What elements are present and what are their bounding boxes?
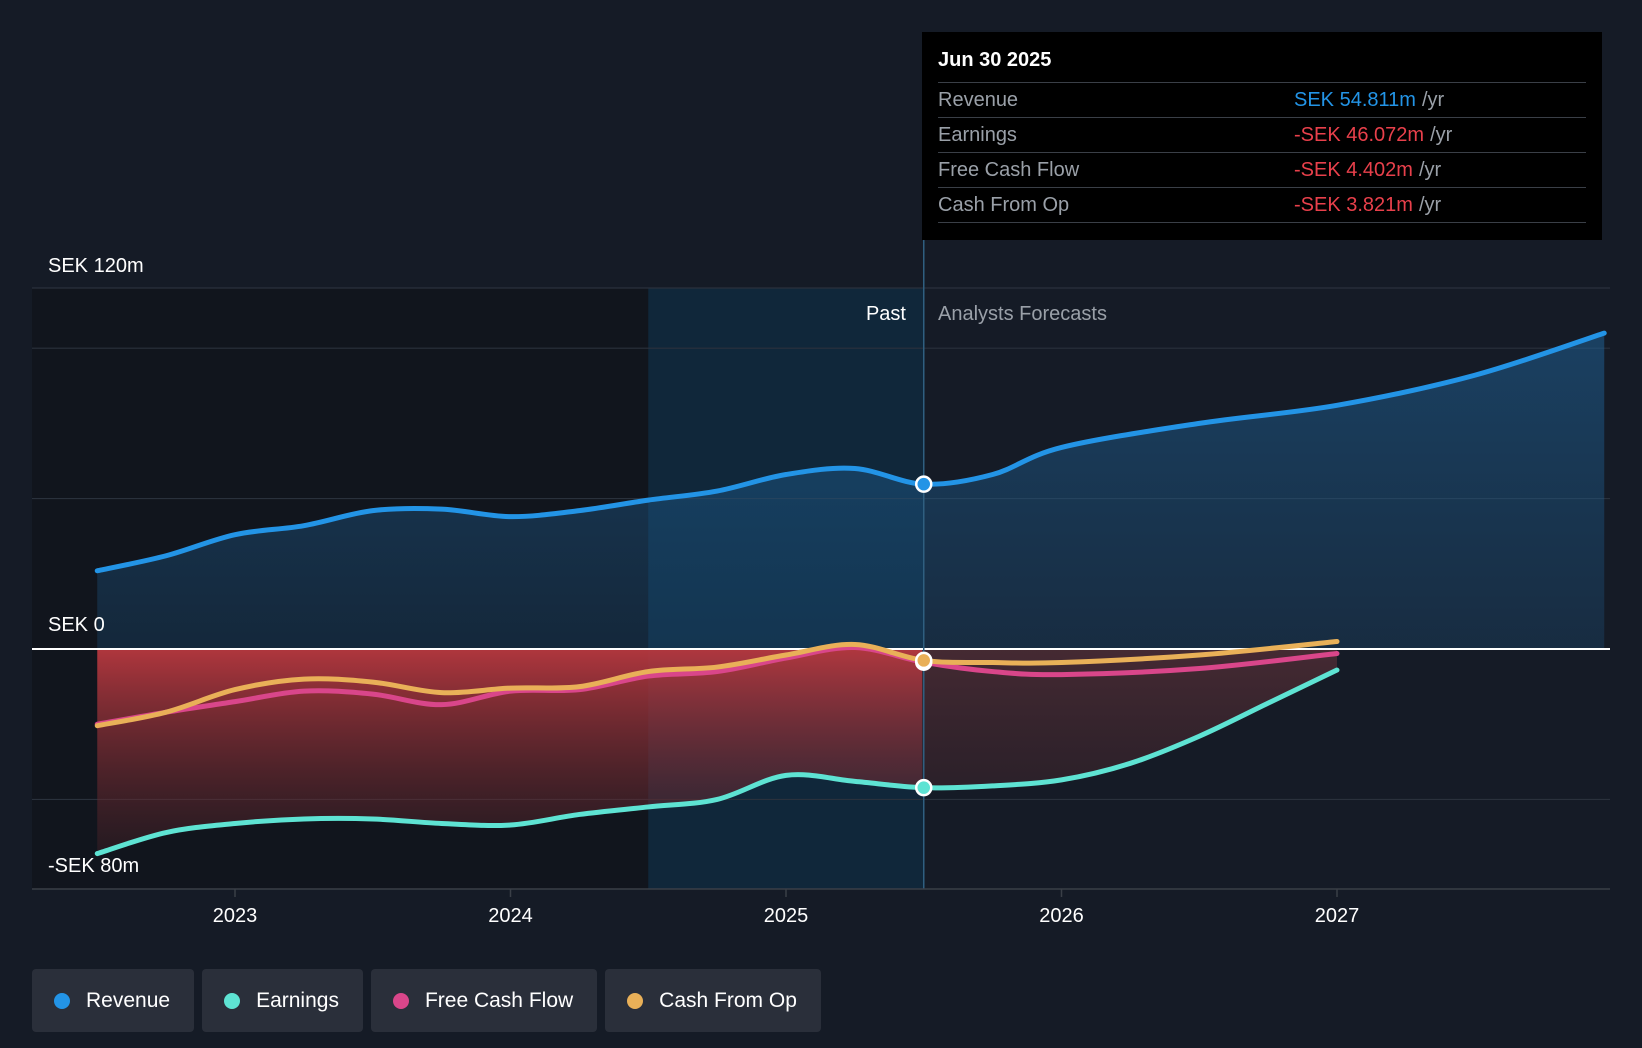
y-label-zero: SEK 0 [48, 614, 105, 636]
past-label: Past [866, 303, 906, 325]
x-ticks: 2023 2024 2025 2026 2027 [213, 889, 1360, 927]
tooltip-value: -SEK 3.821m [1294, 194, 1413, 216]
x-tick-label: 2023 [213, 905, 258, 927]
tooltip: Jun 30 2025 Revenue SEK 54.811m /yr Earn… [922, 32, 1602, 240]
legend-item-cash-from-op[interactable]: Cash From Op [605, 969, 821, 1032]
tooltip-value: -SEK 46.072m [1294, 124, 1425, 146]
series-line-revenue [94, 330, 1607, 574]
tooltip-value: -SEK 4.402m [1294, 159, 1413, 181]
legend-label: Revenue [86, 988, 171, 1012]
tooltip-unit: /yr [1430, 124, 1453, 146]
tooltip-row-earnings: Earnings -SEK 46.072m /yr [938, 118, 1586, 153]
series-line-free-cash-flow [94, 644, 1340, 727]
x-tick-label: 2025 [764, 905, 809, 927]
legend-item-free-cash-flow[interactable]: Free Cash Flow [370, 969, 598, 1032]
series-lines [94, 330, 1607, 857]
legend: Revenue Earnings Free Cash Flow Cash Fro… [32, 969, 821, 1032]
tooltip-row-free-cash-flow: Free Cash Flow -SEK 4.402m /yr [938, 153, 1586, 188]
marker-cash-from-op[interactable] [915, 651, 933, 670]
tooltip-unit: /yr [1418, 194, 1442, 216]
tooltip-label: Revenue [938, 89, 1019, 111]
series-line-cash-from-op [94, 638, 1340, 729]
legend-dot-icon [392, 992, 409, 1009]
x-tick-label: 2024 [488, 905, 533, 927]
legend-item-earnings[interactable]: Earnings [202, 969, 363, 1032]
legend-label: Cash From Op [659, 988, 797, 1012]
tooltip-date: Jun 30 2025 [938, 46, 1586, 83]
tooltip-value: SEK 54.811m [1294, 89, 1416, 111]
legend-dot-icon [627, 992, 644, 1009]
y-label-bottom: -SEK 80m [48, 855, 139, 877]
marker-earnings[interactable] [915, 778, 933, 797]
legend-dot-icon [224, 992, 241, 1009]
x-tick-label: 2027 [1315, 905, 1360, 927]
tooltip-unit: /yr [1418, 159, 1442, 181]
legend-label: Free Cash Flow [424, 988, 574, 1012]
tooltip-label: Free Cash Flow [938, 159, 1080, 181]
x-tick-label: 2026 [1039, 905, 1084, 927]
series-line-earnings [94, 667, 1340, 857]
y-label-top: SEK 120m [48, 255, 144, 277]
forecast-label: Analysts Forecasts [938, 303, 1107, 325]
tooltip-label: Cash From Op [938, 194, 1070, 216]
tooltip-row-cash-from-op: Cash From Op -SEK 3.821m /yr [938, 188, 1586, 223]
highlight-markers [915, 475, 933, 797]
legend-label: Earnings [256, 988, 339, 1012]
marker-revenue[interactable] [915, 475, 933, 493]
negative-area-forecast [922, 649, 1337, 788]
legend-item-revenue[interactable]: Revenue [32, 969, 195, 1032]
revenue-area [97, 333, 1605, 649]
tooltip-unit: /yr [1421, 89, 1445, 111]
negative-area-past [97, 649, 922, 854]
tooltip-row-revenue: Revenue SEK 54.811m /yr [938, 83, 1586, 118]
legend-dot-icon [54, 992, 70, 1009]
tooltip-label: Earnings [938, 124, 1017, 146]
